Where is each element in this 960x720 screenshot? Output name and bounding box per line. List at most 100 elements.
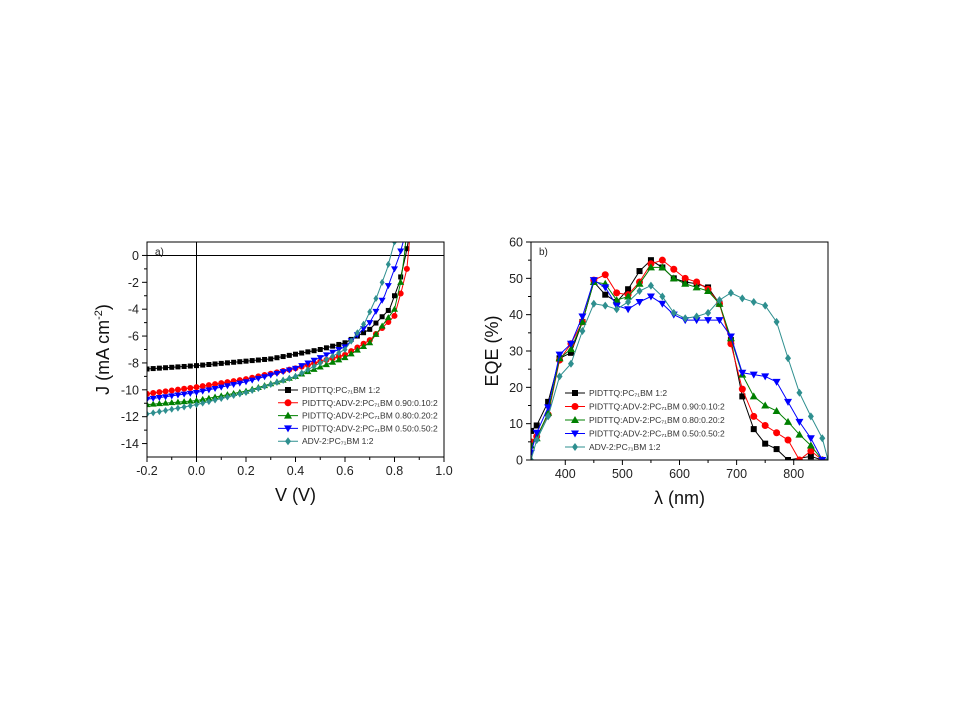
data-point	[773, 446, 780, 453]
data-point	[373, 294, 379, 302]
data-point	[323, 345, 329, 351]
data-point	[384, 283, 392, 290]
data-point	[819, 434, 826, 443]
data-point	[174, 386, 181, 393]
data-point	[330, 343, 336, 349]
data-point	[286, 352, 292, 358]
data-point	[636, 287, 643, 296]
data-point	[230, 381, 238, 388]
data-point	[692, 283, 701, 291]
data-point	[555, 351, 564, 359]
data-point	[404, 246, 410, 252]
data-point	[323, 356, 329, 364]
data-point	[681, 279, 690, 287]
data-point	[149, 395, 157, 402]
legend-label: ADV-2:PC₇₁BM 1:2	[302, 436, 374, 446]
data-point	[670, 308, 677, 317]
data-point	[147, 401, 151, 408]
data-point	[716, 296, 723, 305]
data-point	[243, 358, 249, 364]
data-point	[602, 291, 609, 298]
data-point	[567, 349, 574, 356]
data-point	[354, 329, 360, 337]
y-tick-label: -14	[121, 437, 139, 451]
data-point	[705, 308, 712, 317]
data-point	[194, 401, 199, 409]
data-point	[162, 399, 170, 406]
data-point	[261, 374, 269, 381]
data-point	[180, 391, 188, 398]
data-point	[693, 278, 701, 286]
data-point	[772, 406, 781, 414]
data-point	[670, 265, 678, 273]
data-point	[335, 356, 343, 363]
data-point	[249, 386, 255, 394]
data-point	[646, 263, 655, 271]
data-point	[750, 297, 757, 306]
data-point	[578, 317, 587, 325]
data-point	[347, 350, 355, 357]
y-tick-label: -12	[121, 410, 139, 424]
data-point	[187, 384, 194, 391]
data-point	[726, 333, 735, 341]
x-tick-label: 400	[555, 467, 576, 481]
data-point	[150, 366, 156, 372]
data-point	[807, 453, 814, 460]
data-point	[211, 385, 219, 392]
data-point	[255, 357, 261, 363]
data-point	[373, 320, 379, 326]
x-tick-label: 800	[783, 467, 804, 481]
data-point	[168, 387, 175, 394]
data-point	[681, 274, 689, 282]
data-point	[274, 355, 280, 361]
data-point	[739, 393, 746, 400]
data-point	[366, 320, 374, 327]
data-point	[268, 380, 274, 388]
y-tick-label: -10	[121, 383, 139, 397]
data-point	[624, 306, 633, 314]
data-point	[579, 327, 586, 336]
data-point	[772, 378, 781, 386]
data-point	[305, 366, 311, 374]
y-tick-label: -4	[128, 303, 139, 317]
data-point	[211, 393, 219, 400]
data-point	[156, 389, 163, 396]
data-point	[613, 289, 621, 297]
data-point	[305, 349, 311, 355]
legend-marker	[571, 430, 579, 438]
data-point	[181, 403, 187, 411]
data-point	[169, 364, 175, 370]
data-point	[403, 265, 410, 272]
data-point	[348, 337, 354, 345]
data-point	[601, 271, 609, 279]
x-axis-title: λ (nm)	[654, 488, 705, 508]
data-point	[531, 427, 534, 434]
panel-label: b)	[539, 247, 548, 258]
chart-a-jv-curves: -0.2 0.0 0.2 0.4 0.6 0.8 1.0 0 -2 -4 -6 -8 -10 -12 -14…	[93, 241, 453, 505]
data-point	[248, 377, 256, 384]
data-point	[590, 299, 597, 308]
data-point	[750, 426, 757, 433]
data-point	[199, 395, 207, 402]
data-point	[361, 330, 367, 336]
data-point	[231, 392, 237, 400]
data-point	[267, 372, 275, 379]
legend-label: PIDTTQ:ADV-2:PC₇₁BM 0.90:0.10:2	[589, 402, 725, 412]
data-point	[366, 339, 374, 346]
y-axis-title: J (mA cm-2)	[93, 304, 113, 395]
data-point	[249, 358, 255, 364]
data-point	[612, 296, 621, 304]
legend-marker	[571, 403, 579, 410]
data-point	[293, 351, 298, 357]
data-point	[391, 305, 398, 312]
data-point	[773, 317, 780, 326]
data-point	[531, 456, 534, 460]
data-point	[625, 297, 632, 306]
data-point	[224, 393, 230, 401]
data-point	[317, 359, 323, 367]
y-tick-label: -2	[128, 276, 139, 290]
legend-label: ADV-2:PC₇₁BM 1:2	[589, 442, 661, 452]
data-point	[682, 314, 689, 323]
data-point	[762, 440, 769, 447]
